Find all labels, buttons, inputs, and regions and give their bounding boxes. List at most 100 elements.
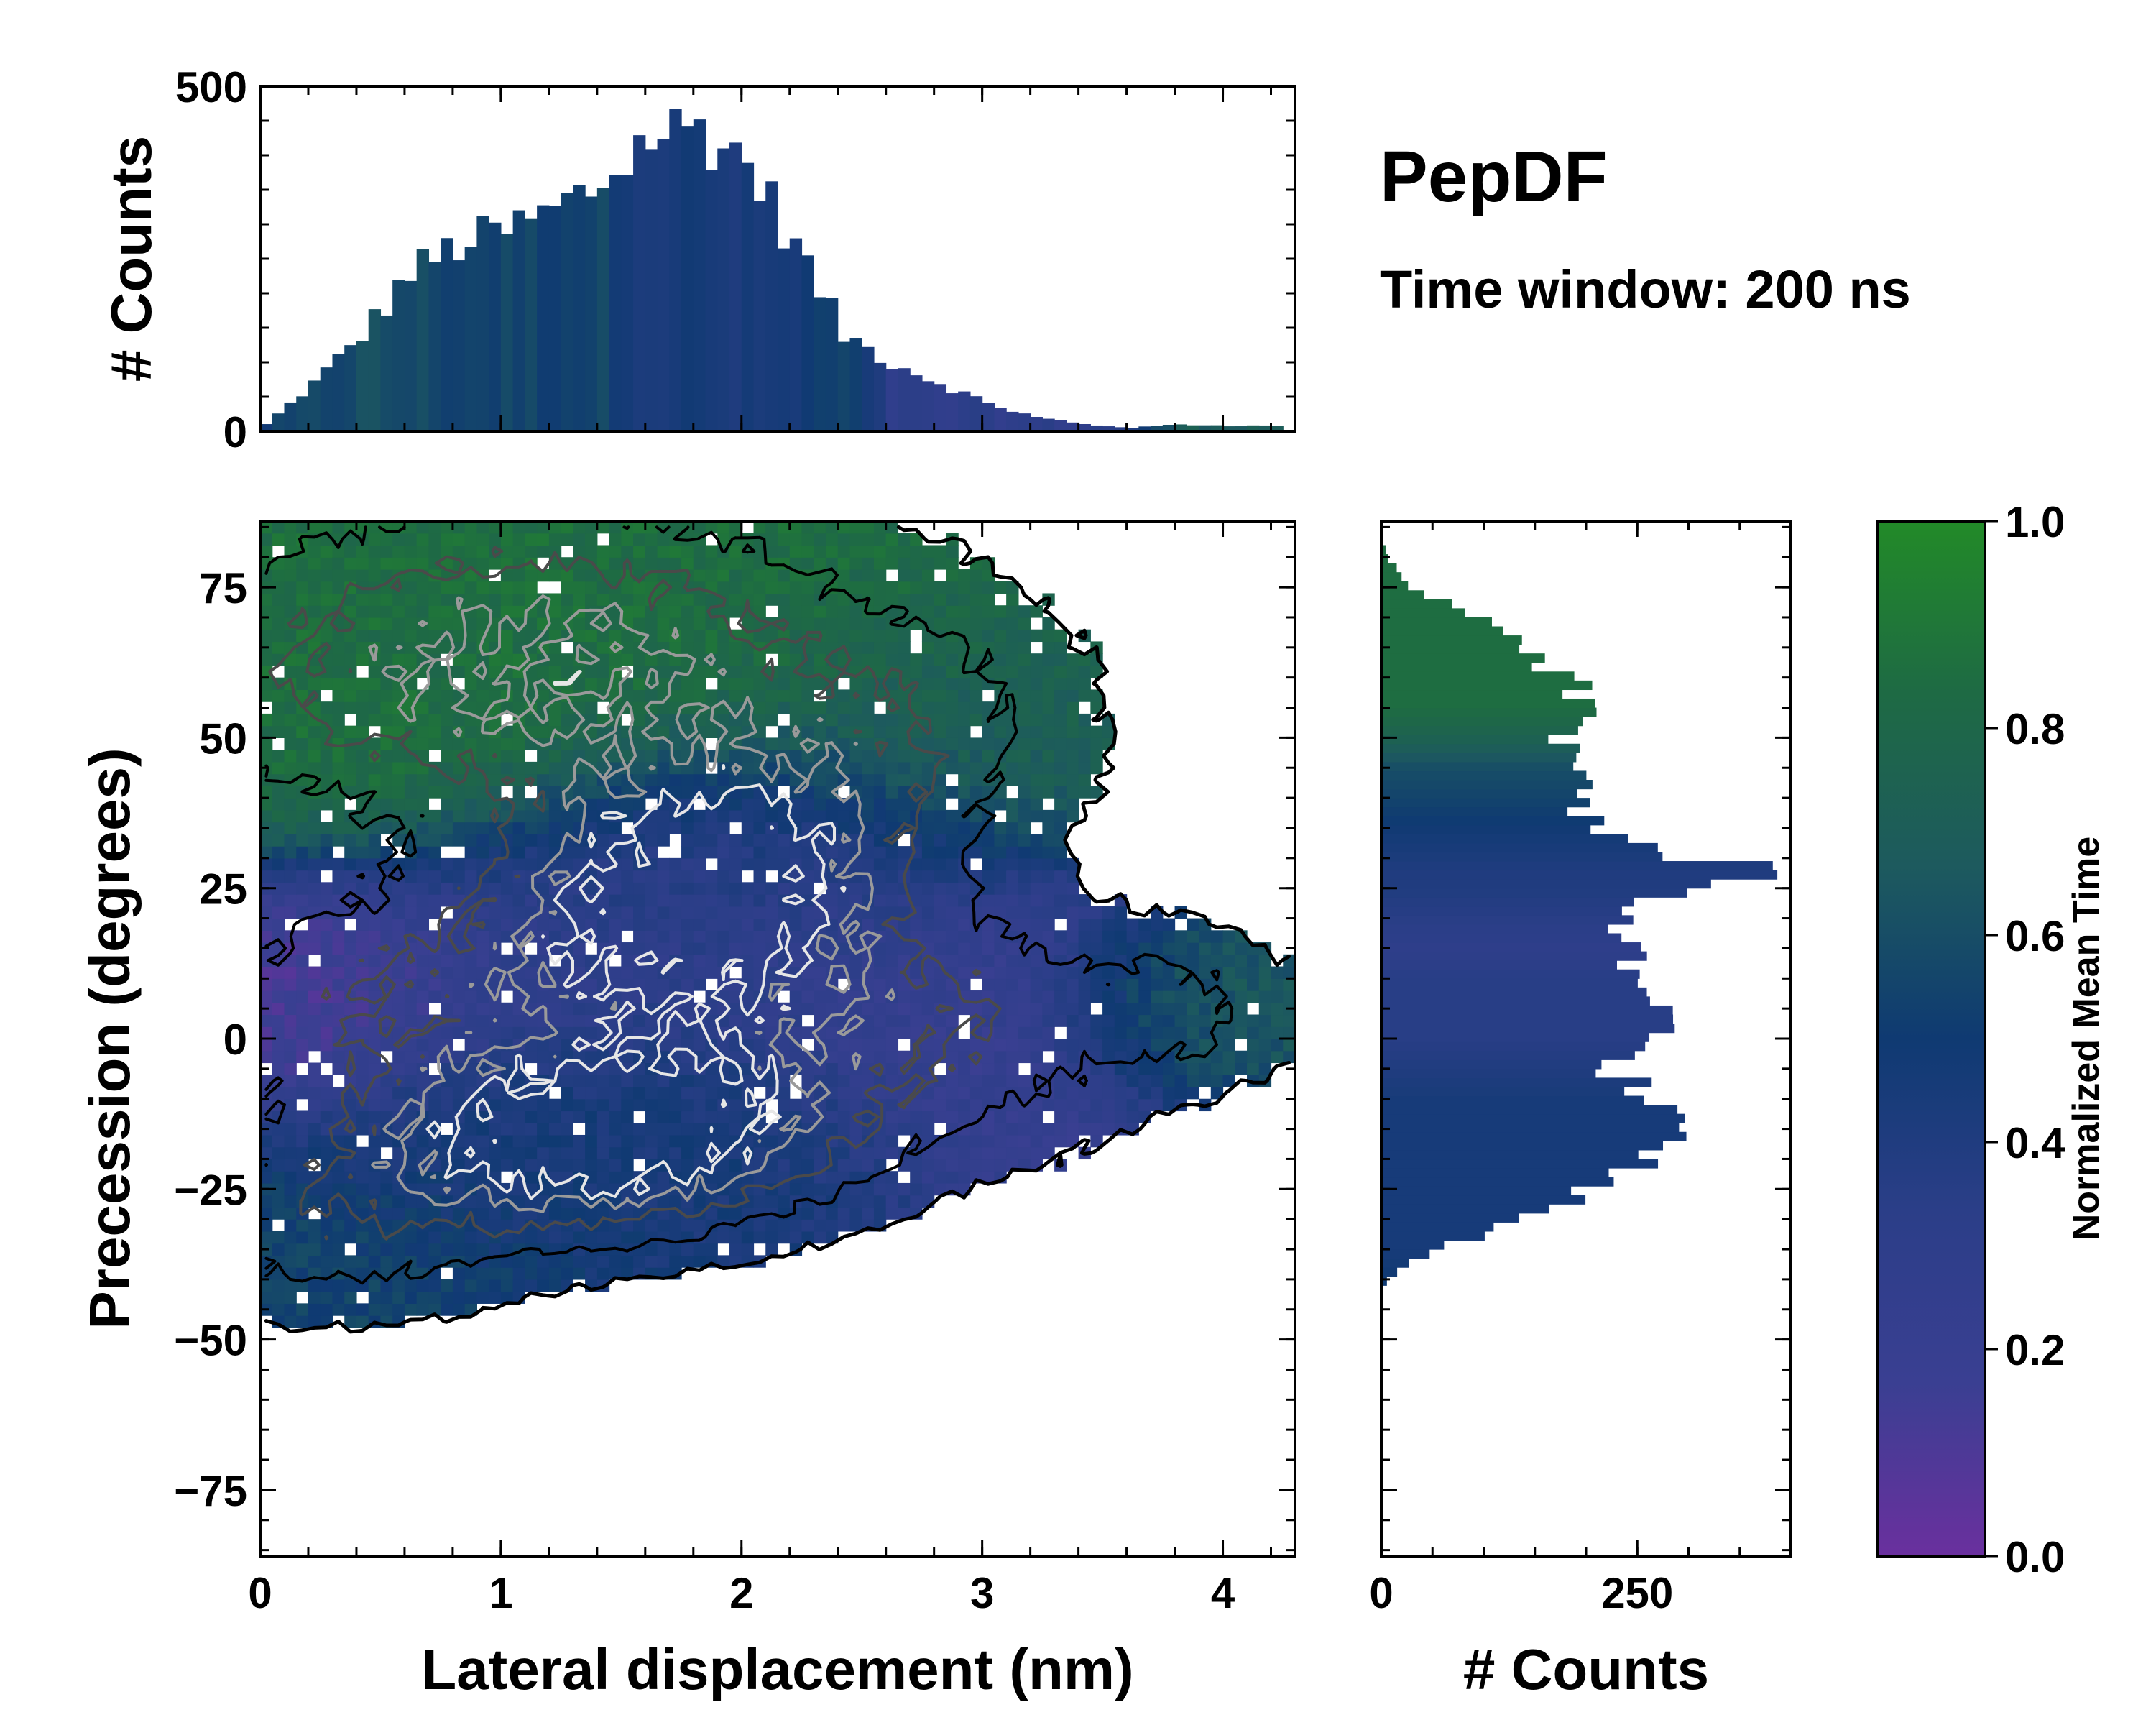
heatmap-cell [284, 593, 297, 606]
heatmap-cell [1042, 894, 1055, 907]
heatmap-cell [621, 773, 634, 786]
heatmap-cell [561, 1002, 573, 1016]
heatmap-cell [356, 761, 369, 775]
heatmap-cell [561, 1182, 573, 1196]
heatmap-cell [801, 1219, 814, 1232]
heatmap-cell [729, 725, 742, 738]
heatmap-cell [1054, 629, 1067, 643]
heatmap-cell [476, 1291, 489, 1304]
heatmap-cell [753, 677, 766, 691]
heatmap-cell [753, 1014, 766, 1027]
heatmap-cell [801, 557, 814, 570]
heatmap-cell [814, 786, 826, 799]
heatmap-cell [573, 1146, 586, 1160]
heatmap-cell [272, 533, 285, 546]
heatmap-cell [645, 1086, 658, 1100]
heatmap-cell [1199, 1039, 1212, 1052]
heatmap-cell [452, 533, 466, 546]
heatmap-cell [778, 737, 791, 750]
heatmap-cell [969, 569, 983, 582]
heatmap-cell [1030, 750, 1043, 763]
heatmap-cell [284, 1171, 297, 1184]
heatmap-cell [765, 1002, 778, 1016]
heatmap-cell [392, 1123, 405, 1136]
heatmap-cell [729, 581, 742, 594]
heatmap-cell [801, 545, 814, 558]
heatmap-cell [801, 617, 814, 630]
heatmap-cell [1078, 725, 1091, 738]
heatmap-cell [729, 1039, 742, 1052]
heatmap-cell [380, 593, 393, 606]
heatmap-cell [596, 545, 610, 558]
heatmap-cell [525, 545, 538, 558]
heatmap-cell [380, 1075, 393, 1087]
heatmap-cell [441, 1243, 453, 1256]
heatmap-cell [621, 990, 634, 1003]
heatmap-cell [585, 1086, 598, 1100]
heatmap-cell [561, 894, 573, 907]
heatmap-cell [934, 906, 947, 919]
heatmap-cell [1114, 1086, 1128, 1100]
right-histogram-bar [1381, 842, 1658, 853]
heatmap-cell [1018, 894, 1031, 907]
top-histogram-bar [1174, 424, 1187, 431]
heatmap-cell [645, 1255, 658, 1268]
heatmap-cell [296, 857, 309, 871]
heatmap-cell [1006, 773, 1019, 786]
heatmap-cell [561, 1062, 573, 1075]
heatmap-cell [946, 918, 959, 931]
heatmap-cell [898, 1207, 911, 1220]
heatmap-cell [1054, 978, 1067, 991]
heatmap-cell [1210, 1086, 1224, 1100]
right-histogram-bar [1381, 717, 1583, 727]
heatmap-cell [717, 894, 730, 907]
heatmap-cell [464, 870, 477, 883]
heatmap-cell [308, 1279, 321, 1292]
heatmap-cell [1054, 689, 1067, 702]
heatmap-cell [1030, 857, 1043, 871]
heatmap-cell [994, 617, 1007, 630]
heatmap-cell [837, 1207, 851, 1220]
heatmap-cell [1042, 702, 1055, 714]
heatmap-cell [681, 918, 694, 931]
heatmap-cell [356, 906, 369, 919]
heatmap-cell [1042, 713, 1055, 727]
heatmap-cell [392, 653, 405, 666]
heatmap-cell [681, 930, 694, 943]
heatmap-cell [284, 713, 297, 727]
heatmap-cell [778, 545, 791, 558]
top-histogram-bar [441, 238, 453, 431]
heatmap-cell [645, 978, 658, 991]
heatmap-cell [1054, 641, 1067, 654]
heatmap-cell [934, 894, 947, 907]
heatmap-cell [380, 677, 393, 691]
heatmap-cell [512, 1123, 525, 1136]
heatmap-cell [693, 1123, 706, 1136]
right-histogram-bar [1381, 1005, 1673, 1016]
heatmap-cell [512, 882, 525, 895]
heatmap-cell [596, 557, 610, 570]
heatmap-cell [320, 1134, 333, 1148]
heatmap-cell [789, 1230, 803, 1244]
heatmap-cell [500, 882, 514, 895]
heatmap-cell [1042, 1039, 1055, 1052]
heatmap-cell [873, 809, 887, 823]
heatmap-cell [1283, 1039, 1295, 1052]
heatmap-cell [778, 533, 791, 546]
heatmap-cell [717, 581, 730, 594]
heatmap-cell [404, 605, 418, 618]
heatmap-cell [825, 1207, 839, 1220]
heatmap-cell [476, 545, 489, 558]
heatmap-cell [464, 1267, 477, 1280]
heatmap-cell [585, 1267, 598, 1280]
heatmap-cell [596, 1002, 610, 1016]
heatmap-cell [910, 882, 923, 895]
heatmap-cell [260, 1134, 273, 1148]
right-histogram-bar [1381, 599, 1452, 609]
heatmap-cell [741, 942, 755, 955]
heatmap-cell [825, 629, 839, 643]
heatmap-cell [693, 954, 706, 967]
heatmap-cell [946, 786, 959, 799]
heatmap-cell [1247, 1062, 1260, 1075]
heatmap-cell [416, 846, 430, 859]
